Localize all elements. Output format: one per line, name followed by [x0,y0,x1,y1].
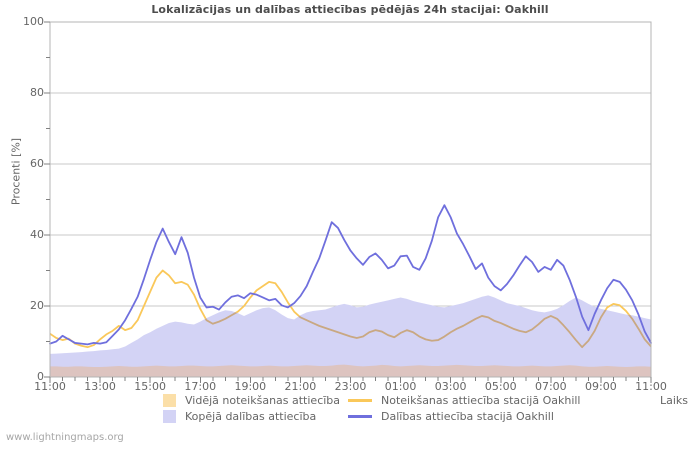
x-tick-label: 19:00 [234,380,267,393]
x-tick-label: 15:00 [134,380,166,393]
legend-item-station-participation[interactable]: Dalības attiecība stacijā Oakhill [348,408,648,424]
x-tick-label: 21:00 [284,380,317,393]
chart-legend: Vidējā noteikšanas attiecība Noteikšanas… [163,392,683,424]
legend-row-2: Kopējā dalības attiecība Dalības attiecī… [163,408,683,424]
y-tick-label: 0 [37,370,44,383]
x-tick-label: 11:00 [635,380,667,393]
y-tick-label: 100 [23,15,44,28]
x-tick-label: 17:00 [184,380,217,393]
legend-label-station-participation: Dalības attiecība stacijā Oakhill [381,409,554,423]
legend-item-station-detection[interactable]: Noteikšanas attiecība stacijā Oakhill [348,392,648,408]
x-tick-label: 01:00 [384,380,417,393]
x-tick-label: 03:00 [434,380,467,393]
legend-row-1: Vidējā noteikšanas attiecība Noteikšanas… [163,392,683,408]
legend-swatch-avg-detection [163,393,176,407]
legend-swatch-station-detection [348,398,372,402]
legend-swatch-station-participation [348,414,372,418]
x-tick-label: 05:00 [484,380,517,393]
y-tick-label: 40 [30,228,44,241]
y-tick-label: 80 [30,86,44,99]
x-tick-label: 09:00 [585,380,617,393]
x-tick-label: 07:00 [534,380,567,393]
footer-url: www.lightningmaps.org [6,432,124,443]
x-tick-label: 11:00 [34,380,66,393]
y-tick-label: 20 [30,299,44,312]
legend-item-avg-detection[interactable]: Vidējā noteikšanas attiecība [163,392,348,408]
legend-label-avg-detection: Vidējā noteikšanas attiecība [185,393,341,407]
y-tick-label: 60 [30,157,44,170]
legend-label-total-participation: Kopējā dalības attiecība [185,409,317,423]
chart-title: Lokalizācijas un dalības attiecības pēdē… [151,3,549,16]
x-tick-label: 23:00 [334,380,367,393]
legend-item-total-participation[interactable]: Kopējā dalības attiecība [163,408,348,424]
x-tick-label: 13:00 [84,380,116,393]
legend-swatch-total-participation [163,409,176,423]
legend-label-station-detection: Noteikšanas attiecība stacijā Oakhill [381,393,581,407]
x-axis-label: Laiks [659,394,688,407]
